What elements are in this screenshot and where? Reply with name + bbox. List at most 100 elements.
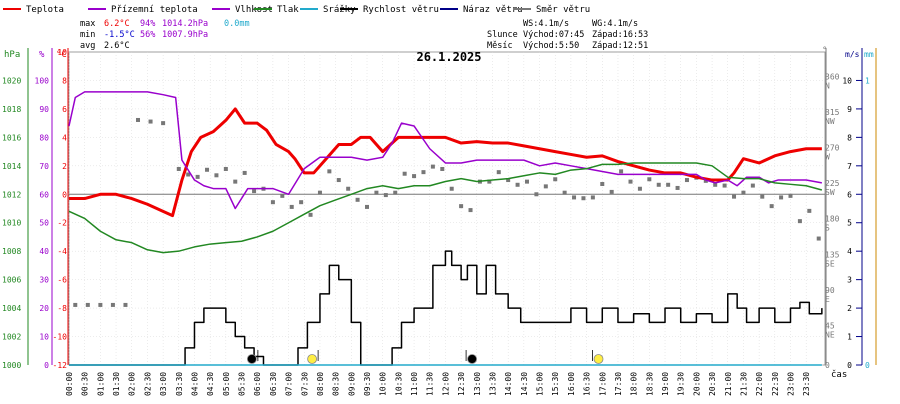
axis-pct-tick: 90 xyxy=(39,105,49,114)
wind-direction-point xyxy=(85,302,90,307)
wind-direction-point xyxy=(252,189,257,194)
axis-pct-tick: 30 xyxy=(39,276,49,285)
axis-wind-unit: m/s xyxy=(845,50,860,59)
axis-wind-tick: 6 xyxy=(847,190,852,199)
wind-direction-point xyxy=(205,167,210,172)
wind-direction-point xyxy=(732,194,737,199)
x-tick-label: 14:30 xyxy=(520,372,529,396)
axis-temp-tick: -6 xyxy=(57,276,67,285)
x-tick-label: 08:00 xyxy=(316,372,325,396)
axis-hpa-tick: 1016 xyxy=(2,133,21,142)
x-tick-label: 08:30 xyxy=(332,372,341,396)
marker-moon-set xyxy=(467,354,477,364)
axis-dir-label: NE xyxy=(825,330,835,339)
x-tick-label: 20:30 xyxy=(708,372,717,396)
wind-direction-point xyxy=(581,196,586,201)
wind-direction-point xyxy=(619,169,624,174)
axis-wind-tick: 10 xyxy=(842,76,852,85)
wind-direction-point xyxy=(449,186,454,191)
axis-wind-tick: 0 xyxy=(847,361,852,370)
wind-direction-point xyxy=(750,183,755,188)
x-tick-label: 23:30 xyxy=(802,372,811,396)
axis-dir-tick: 90 xyxy=(825,286,835,295)
series-line-tlak xyxy=(68,162,823,254)
axis-dir-label: E xyxy=(825,295,830,304)
wind-direction-point xyxy=(412,174,417,179)
axis-hpa-tick: 1020 xyxy=(2,76,21,85)
wind-direction-point xyxy=(496,170,501,175)
axis-dir-tick: 360 xyxy=(825,72,840,81)
wind-direction-point xyxy=(336,178,341,183)
x-tick-label: 05:30 xyxy=(238,372,247,396)
marker-sun-set xyxy=(593,354,604,364)
axis-temp-tick: -12 xyxy=(53,361,68,370)
wind-direction-point xyxy=(543,184,548,189)
wind-direction-point xyxy=(647,177,652,182)
stats-min-hum: 56% xyxy=(140,30,155,40)
x-tick-label: 12:30 xyxy=(457,372,466,396)
axis-wind-tick: 5 xyxy=(847,219,852,228)
x-tick-label: 11:30 xyxy=(426,372,435,396)
stats-min-temp: -1.5°C xyxy=(104,30,135,40)
x-tick-label: 02:00 xyxy=(128,372,137,396)
series-line-rychlost-v-tru xyxy=(69,250,823,366)
wind-direction-point xyxy=(346,186,351,191)
info-moon-rise: Východ:5:50 xyxy=(523,41,579,51)
wind-direction-point xyxy=(515,182,520,187)
wind-direction-point xyxy=(280,193,285,198)
x-tick-label: 13:00 xyxy=(473,372,482,396)
x-tick-label: 19:30 xyxy=(677,372,686,396)
marker-moon-rise xyxy=(246,354,257,364)
stats-avg-label: avg xyxy=(80,41,95,51)
axis-pct-tick: 0 xyxy=(44,361,49,370)
stats-max-rain: 0.0mm xyxy=(224,19,250,29)
axis-dir-label: N xyxy=(825,81,830,90)
wind-direction-point xyxy=(675,185,680,190)
wind-direction-point xyxy=(562,190,567,195)
x-tick-label: 07:30 xyxy=(300,372,309,396)
axis-wind-tick: 9 xyxy=(847,105,852,114)
stats-max-press: 1014.2hPa xyxy=(162,19,208,29)
x-tick-label: 16:00 xyxy=(567,372,576,396)
wind-direction-point xyxy=(459,204,464,209)
axis-temp-tick: -10 xyxy=(53,333,68,342)
stats-min-label: min xyxy=(80,30,95,40)
x-axis-label: čas xyxy=(831,369,847,380)
wind-direction-point xyxy=(186,172,191,177)
axis-temp-tick: 0 xyxy=(62,190,67,199)
axis-pct-tick: 70 xyxy=(39,162,49,171)
wind-direction-point xyxy=(317,190,322,195)
info-sun-label: Slunce xyxy=(487,30,518,40)
wind-direction-point xyxy=(807,208,812,213)
axis-temp-tick: 6 xyxy=(62,105,67,114)
info-moon-set: Západ:12:51 xyxy=(592,41,648,51)
axis-dir-label: W xyxy=(825,153,830,162)
axis-dir-tick: 180 xyxy=(825,215,840,224)
info-moon-label: Měsíc xyxy=(487,41,513,51)
wind-direction-point xyxy=(383,193,388,198)
wind-direction-point xyxy=(637,186,642,191)
wind-direction-point xyxy=(816,236,821,241)
x-tick-label: 06:30 xyxy=(269,372,278,396)
axis-wind-tick: 8 xyxy=(847,133,852,142)
wind-direction-point xyxy=(741,190,746,195)
wind-direction-point xyxy=(656,182,661,187)
axis-hpa-unit: hPa xyxy=(4,50,20,60)
legend-label: Vlhkost xyxy=(235,5,273,15)
x-tick-label: 03:30 xyxy=(175,372,184,396)
wind-direction-point xyxy=(365,204,370,209)
x-tick-label: 09:00 xyxy=(347,372,356,396)
wind-direction-point xyxy=(590,195,595,200)
axis-dir-tick: 0 xyxy=(825,361,830,370)
x-tick-label: 22:00 xyxy=(755,372,764,396)
axis-hpa-tick: 1014 xyxy=(2,162,21,171)
x-tick-label: 01:30 xyxy=(112,372,121,396)
legend-label: Směr větru xyxy=(536,5,590,15)
wind-direction-point xyxy=(214,173,219,178)
wind-direction-point xyxy=(242,170,247,175)
wind-direction-point xyxy=(289,204,294,209)
wind-direction-point xyxy=(487,179,492,184)
stats-avg-temp: 2.6°C xyxy=(104,41,130,51)
wind-direction-point xyxy=(299,200,304,205)
